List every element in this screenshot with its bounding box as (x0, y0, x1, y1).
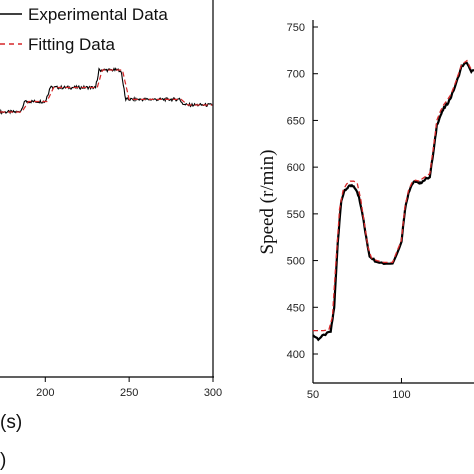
legend-experimental-label: Experimental Data (28, 5, 168, 24)
right-y-tick-label: 750 (287, 22, 305, 34)
right-x-tick-label: 50 (307, 389, 319, 401)
left-fitting-line (0, 69, 213, 113)
left-x-tick-label: 250 (120, 387, 138, 399)
right-y-tick-label: 400 (287, 349, 305, 361)
right-y-ticks: 400 450 500 550 600 650 700 750 (287, 22, 318, 361)
left-extra-fragment: ) (0, 450, 6, 471)
right-x-ticks: 50 100 (307, 378, 411, 401)
left-x-tick-label: 300 (204, 387, 222, 399)
left-x-ticks: 200 250 300 (36, 377, 222, 399)
right-experimental-line (312, 61, 474, 342)
right-fitting-line (313, 59, 474, 332)
right-y-tick-label: 600 (287, 162, 305, 174)
left-series-group (0, 67, 213, 115)
left-plot: 200 250 300 Experimental Data Fitting Data… (0, 0, 222, 471)
left-x-axis-title-fragment: (s) (0, 412, 22, 433)
right-plot: 400 450 500 550 600 650 700 750 50 100 Speed (r/… (257, 20, 474, 401)
right-y-tick-label: 450 (287, 302, 305, 314)
right-y-tick-label: 500 (287, 256, 305, 268)
legend: Experimental Data Fitting Data (0, 5, 168, 54)
right-y-tick-label: 700 (287, 69, 305, 81)
left-x-tick-label: 200 (36, 387, 54, 399)
right-series-group (312, 59, 474, 342)
legend-fitting-label: Fitting Data (28, 35, 115, 54)
left-experimental-line (0, 67, 213, 115)
right-y-axis-title: Speed (r/min) (257, 149, 278, 254)
right-x-tick-label: 100 (392, 389, 410, 401)
right-y-tick-label: 550 (287, 209, 305, 221)
right-y-tick-label: 650 (287, 115, 305, 127)
